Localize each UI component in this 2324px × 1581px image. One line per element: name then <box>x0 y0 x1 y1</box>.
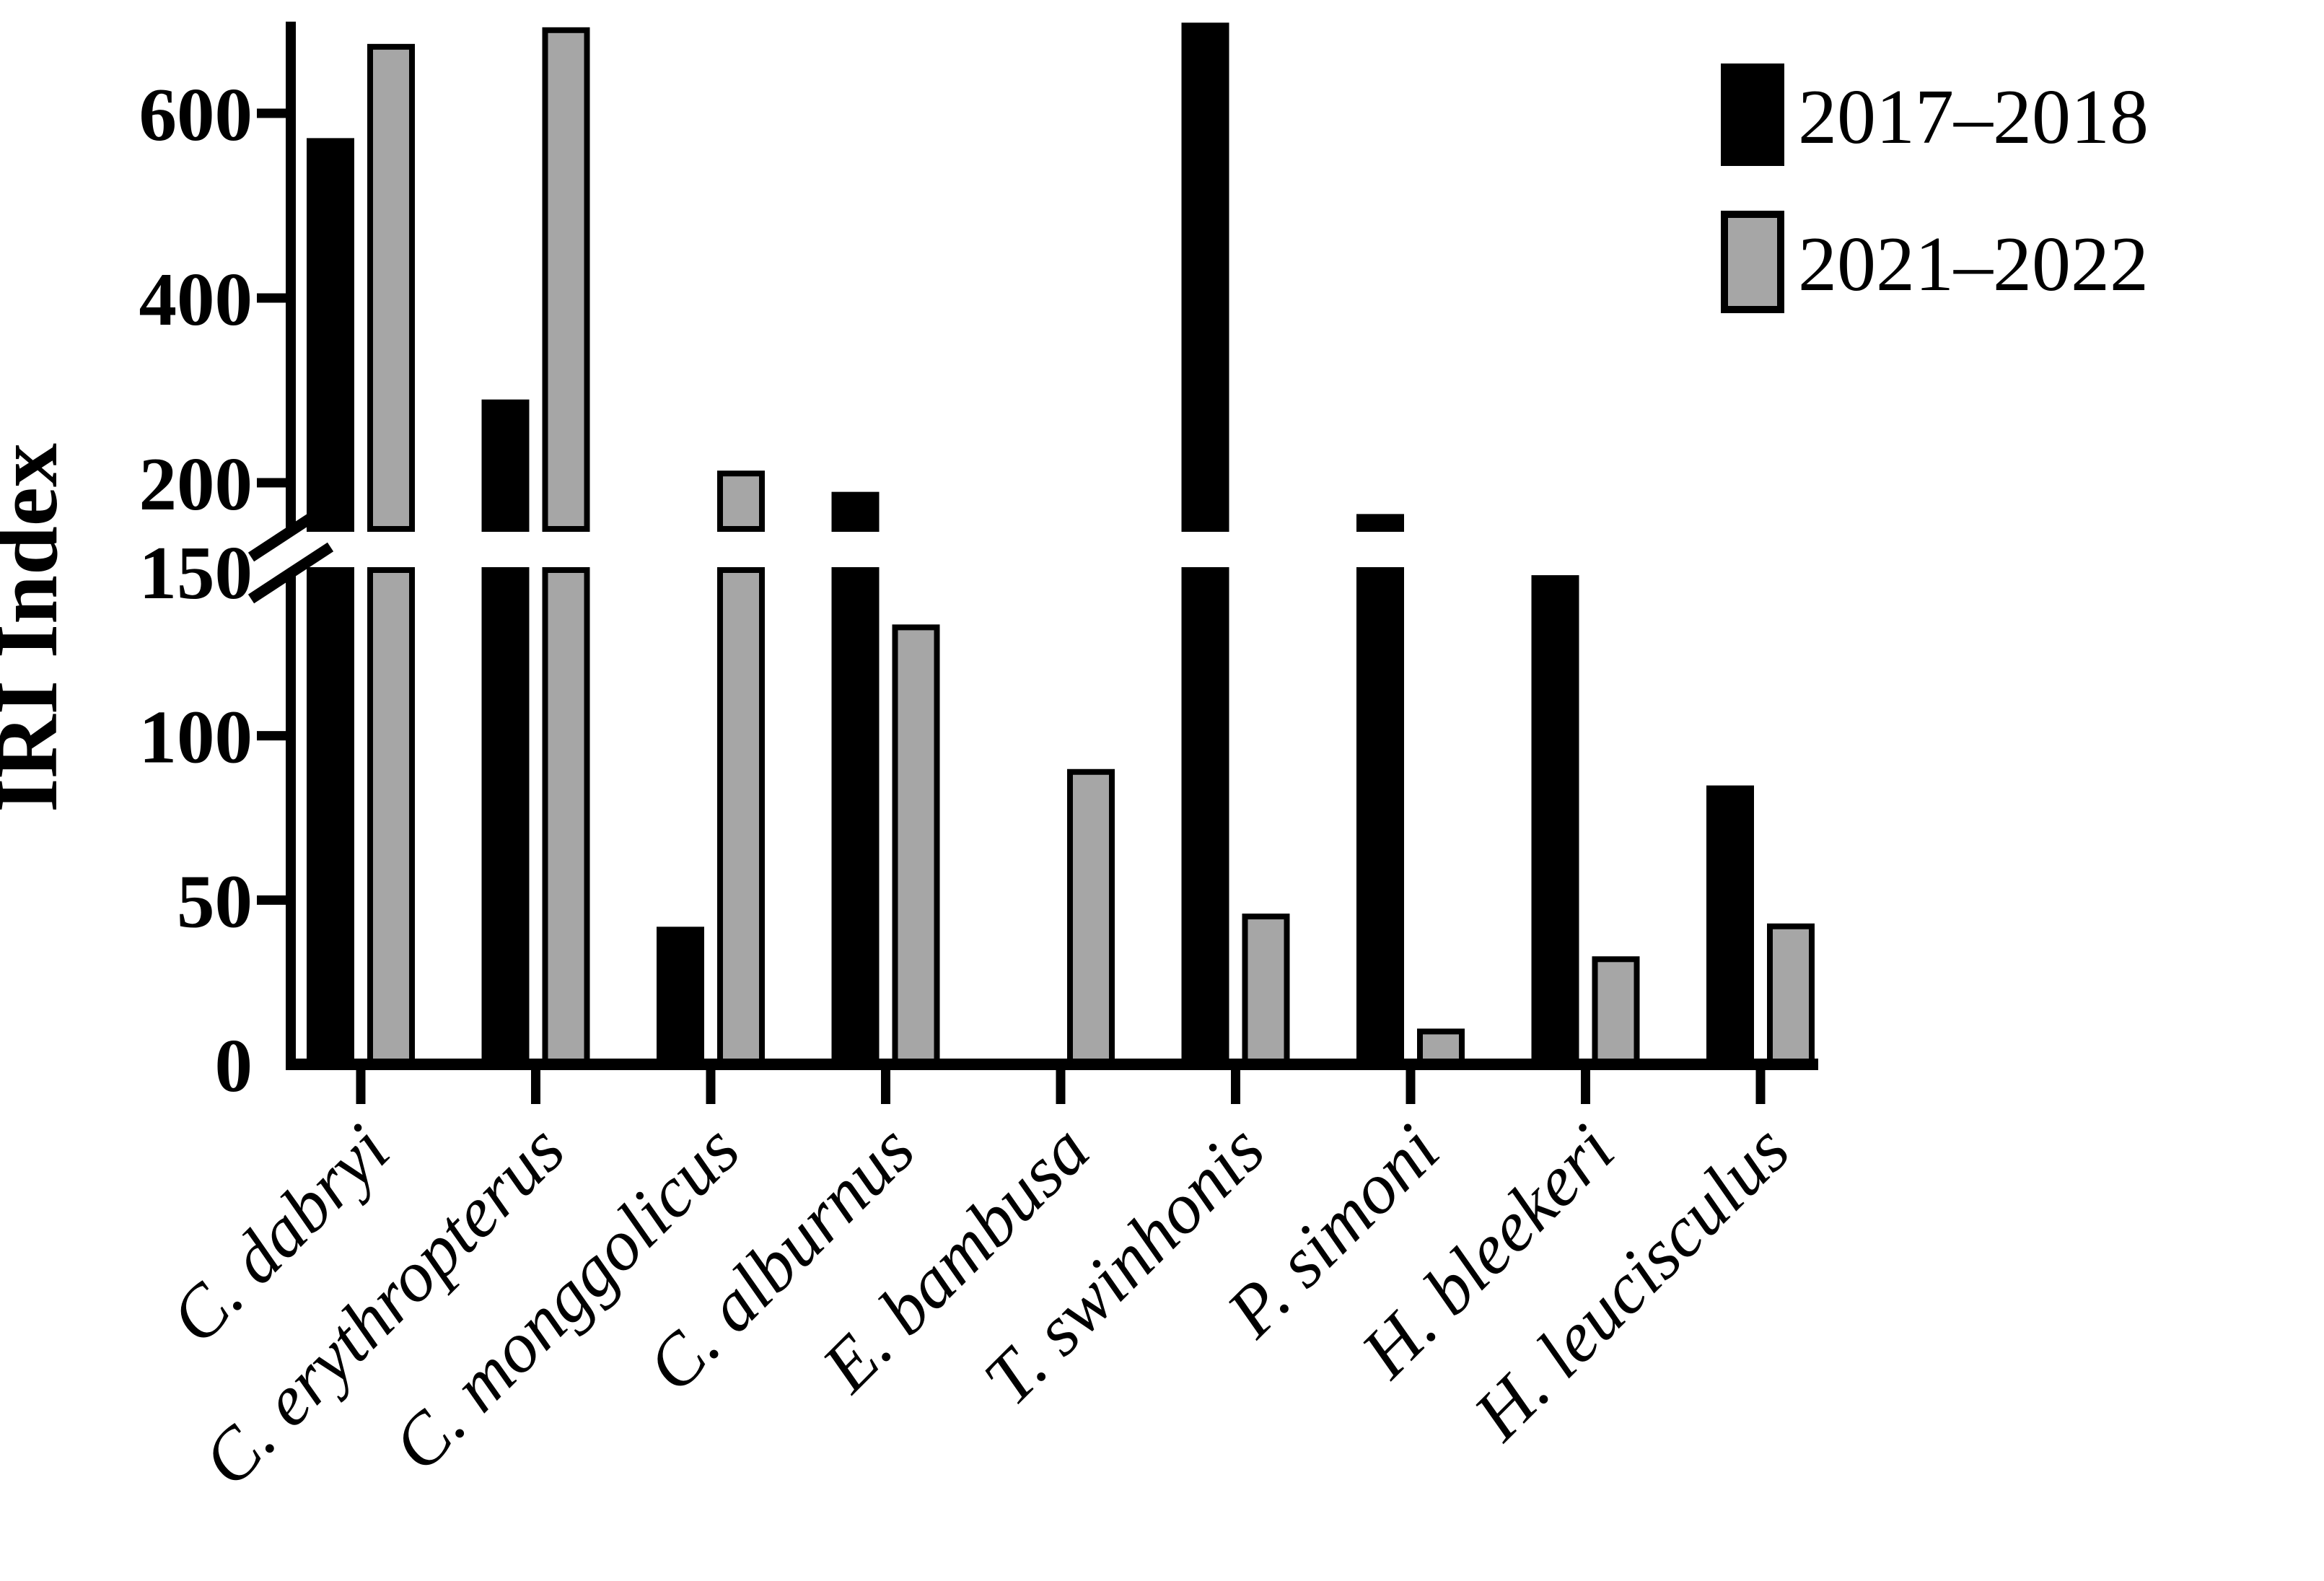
y-axis-title: IRI Index <box>0 443 76 813</box>
bar-t-swinhonis-2017-2018-upper <box>1181 22 1229 532</box>
legend-swatch-2017-2018 <box>1721 63 1784 166</box>
legend-label-2017-2018: 2017–2018 <box>1798 74 2149 160</box>
bar-h-leucisculus-2017-2018 <box>1706 785 1754 1068</box>
axis-break-slash-lower <box>247 542 334 604</box>
y-tick-label-150: 150 <box>139 530 253 615</box>
y-tick-label-200: 200 <box>139 442 253 526</box>
bar-c-dabryi-2021-2022-upper <box>367 43 415 532</box>
y-tick-label-0: 0 <box>215 1023 253 1108</box>
axis-break-slash-upper <box>247 500 334 562</box>
y-tick-label-600: 600 <box>139 72 253 157</box>
legend-label-2021-2022: 2021–2022 <box>1798 222 2149 307</box>
bar-c-erythropterus-2017-2018-lower <box>481 567 530 1067</box>
bar-c-monggolicus-2021-2022-lower <box>717 567 765 1067</box>
bar-c-erythropterus-2021-2022-upper <box>542 27 590 533</box>
bar-c-erythropterus-2017-2018-upper <box>481 399 530 533</box>
legend: 2017–2018 2021–2022 <box>1721 63 2149 313</box>
y-tick-label-50: 50 <box>177 859 253 943</box>
bar-h-bleekeri-2021-2022 <box>1592 956 1640 1067</box>
bar-t-swinhonis-2021-2022 <box>1242 914 1290 1067</box>
bar-c-dabryi-2017-2018-lower <box>307 567 354 1067</box>
bar-c-dabryi-2017-2018-upper <box>307 138 354 532</box>
y-tick-label-400: 400 <box>139 257 253 341</box>
bar-c-erythropterus-2021-2022-lower <box>542 567 590 1067</box>
bar-e-bambusa-2021-2022 <box>1067 768 1115 1067</box>
bar-p-simoni-2017-2018-lower <box>1356 567 1404 1067</box>
bar-c-alburnus-2021-2022 <box>892 624 940 1067</box>
bar-h-bleekeri-2017-2018 <box>1531 575 1579 1067</box>
bar-c-alburnus-2017-2018-upper <box>831 491 880 533</box>
bar-p-simoni-2017-2018-upper <box>1356 514 1404 532</box>
y-tick-label-100: 100 <box>139 695 253 779</box>
bar-c-monggolicus-2017-2018 <box>657 927 704 1068</box>
bar-h-leucisculus-2021-2022 <box>1767 923 1815 1068</box>
bar-c-monggolicus-2021-2022-upper <box>717 470 765 533</box>
bar-t-swinhonis-2017-2018-lower <box>1181 567 1229 1067</box>
bar-c-alburnus-2017-2018-lower <box>831 567 880 1067</box>
legend-swatch-2021-2022 <box>1721 211 1784 313</box>
bar-c-dabryi-2021-2022-lower <box>367 567 415 1067</box>
